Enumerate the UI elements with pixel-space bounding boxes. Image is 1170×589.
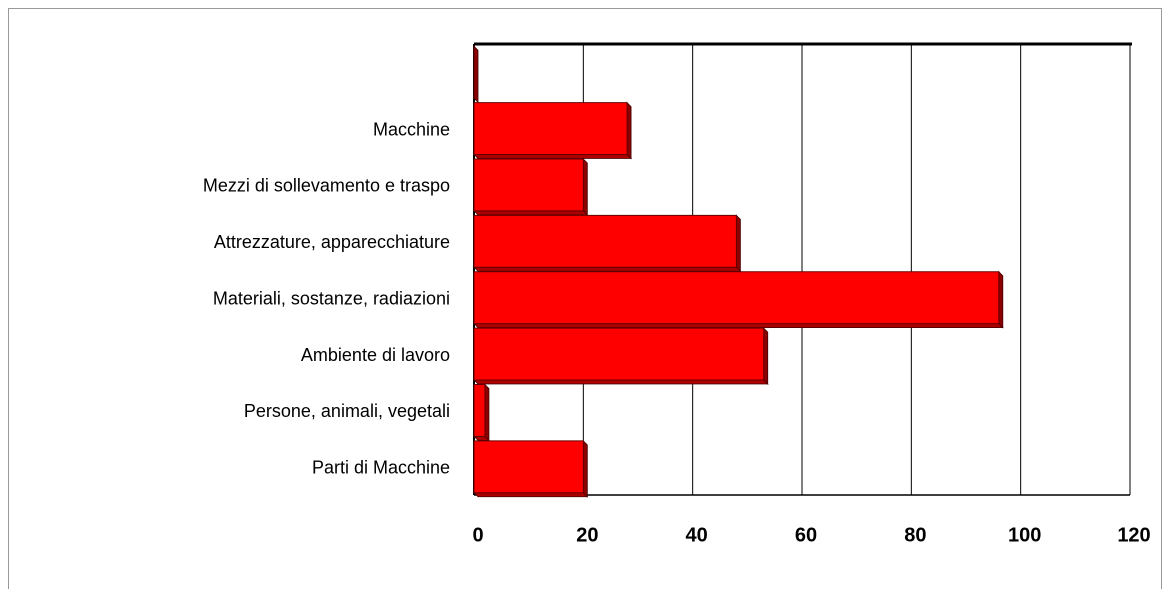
bar-part — [736, 214, 741, 273]
bar-part — [473, 214, 737, 268]
bar-part — [473, 492, 589, 498]
bar-part — [473, 379, 769, 385]
bar — [473, 383, 490, 442]
bar-part — [484, 383, 490, 442]
bar-part — [473, 271, 1000, 325]
bar-part — [998, 270, 1004, 329]
y-tick-label: Mezzi di sollevamento e traspo — [203, 176, 450, 196]
bar — [473, 327, 769, 385]
y-tick-label: Parti di Macchine — [312, 458, 450, 478]
y-tick-label: Macchine — [373, 119, 450, 139]
x-tick-label: 60 — [795, 524, 817, 546]
bar-part — [582, 439, 588, 498]
y-tick-label: Materiali, sostanze, radiazioni — [213, 288, 450, 308]
x-tick-label: 40 — [686, 524, 708, 546]
bar-part — [763, 327, 769, 385]
bar-part — [473, 323, 1004, 329]
bar — [473, 214, 742, 273]
bar — [473, 101, 633, 160]
x-tick-label: 80 — [904, 524, 926, 546]
bar-part — [473, 327, 765, 381]
bar — [473, 45, 479, 104]
bar-part — [582, 158, 588, 216]
bar-part — [473, 384, 486, 437]
bar-part — [473, 158, 584, 212]
bar-part — [473, 45, 479, 104]
y-tick-label: Persone, animali, vegetali — [244, 401, 450, 421]
x-tick-label: 100 — [1008, 524, 1041, 546]
bar-part — [473, 210, 589, 216]
bar-part — [626, 101, 632, 160]
bar-part — [473, 102, 628, 155]
bar — [473, 439, 589, 498]
x-tick-label: 120 — [1117, 524, 1150, 546]
x-tick-label: 20 — [576, 524, 598, 546]
bar-part — [473, 440, 584, 494]
bar — [473, 158, 589, 216]
y-tick-label: Attrezzature, apparecchiature — [214, 232, 450, 252]
bar-part — [473, 154, 633, 159]
x-tick-label: 0 — [472, 524, 483, 546]
y-tick-label: Ambiente di lavoro — [301, 345, 450, 365]
bar — [473, 270, 1004, 329]
bar-part — [473, 97, 479, 103]
bar-part — [473, 266, 742, 272]
